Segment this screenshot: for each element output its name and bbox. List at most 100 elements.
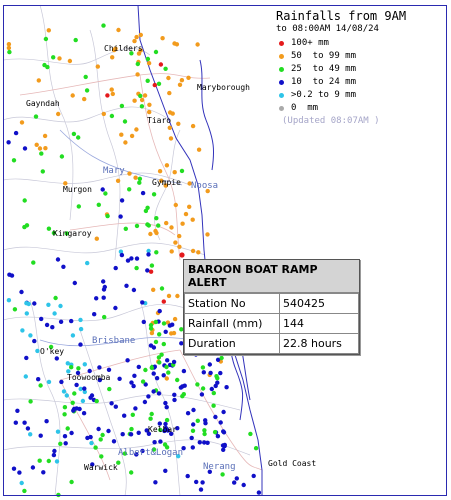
station-dot[interactable] bbox=[163, 329, 168, 334]
station-dot[interactable] bbox=[89, 440, 94, 446]
station-dot[interactable] bbox=[161, 341, 166, 347]
station-dot[interactable] bbox=[57, 56, 62, 61]
station-dot[interactable] bbox=[200, 480, 205, 485]
station-dot[interactable] bbox=[120, 432, 125, 437]
station-dot[interactable] bbox=[146, 248, 151, 254]
station-dot[interactable] bbox=[94, 398, 99, 404]
station-dot[interactable] bbox=[25, 426, 31, 431]
station-dot[interactable] bbox=[12, 307, 18, 312]
station-dot[interactable] bbox=[20, 328, 25, 333]
station-dot[interactable] bbox=[168, 136, 174, 141]
station-dot[interactable] bbox=[46, 302, 51, 307]
station-dot[interactable] bbox=[96, 202, 102, 207]
station-dot[interactable] bbox=[109, 113, 115, 119]
station-dot[interactable] bbox=[157, 169, 163, 174]
station-dot[interactable] bbox=[119, 132, 124, 137]
station-dot[interactable] bbox=[80, 398, 86, 404]
station-dot[interactable] bbox=[181, 446, 186, 451]
station-dot[interactable] bbox=[131, 287, 137, 293]
station-dot[interactable] bbox=[221, 447, 226, 452]
station-dot[interactable] bbox=[141, 319, 146, 325]
station-dot[interactable] bbox=[24, 355, 29, 361]
station-dot[interactable] bbox=[94, 236, 100, 241]
station-dot[interactable] bbox=[59, 379, 64, 385]
station-dot[interactable] bbox=[33, 114, 39, 119]
station-dot[interactable] bbox=[130, 412, 135, 417]
station-dot[interactable] bbox=[69, 318, 74, 324]
station-dot[interactable] bbox=[63, 441, 68, 446]
station-dot[interactable] bbox=[140, 300, 145, 305]
station-dot[interactable] bbox=[105, 213, 110, 219]
station-dot[interactable] bbox=[158, 427, 163, 433]
station-dot[interactable] bbox=[64, 231, 70, 236]
station-dot[interactable] bbox=[175, 377, 180, 383]
station-dot[interactable] bbox=[106, 367, 112, 372]
station-dot[interactable] bbox=[19, 120, 25, 125]
station-dot[interactable] bbox=[94, 296, 99, 301]
station-dot[interactable] bbox=[135, 61, 140, 67]
station-dot[interactable] bbox=[77, 406, 82, 412]
station-dot[interactable] bbox=[111, 439, 117, 444]
station-dot[interactable] bbox=[55, 257, 61, 262]
station-dot[interactable] bbox=[169, 431, 174, 436]
station-dot[interactable] bbox=[163, 183, 168, 188]
station-dot[interactable] bbox=[119, 103, 125, 109]
station-dot[interactable] bbox=[95, 64, 101, 69]
station-dot[interactable] bbox=[134, 452, 139, 457]
station-dot[interactable] bbox=[129, 51, 134, 56]
station-dot[interactable] bbox=[115, 178, 121, 183]
station-dot[interactable] bbox=[97, 365, 102, 370]
station-dot[interactable] bbox=[166, 370, 171, 375]
station-dot[interactable] bbox=[177, 82, 183, 88]
station-dot[interactable] bbox=[129, 256, 134, 261]
station-dot[interactable] bbox=[161, 373, 166, 378]
station-dot[interactable] bbox=[58, 303, 63, 309]
station-dot[interactable] bbox=[140, 448, 145, 454]
station-dot[interactable] bbox=[196, 147, 202, 152]
station-dot[interactable] bbox=[116, 27, 121, 33]
station-dot[interactable] bbox=[96, 426, 101, 432]
station-dot[interactable] bbox=[31, 260, 36, 265]
station-dot[interactable] bbox=[90, 462, 95, 467]
station-dot[interactable] bbox=[129, 426, 134, 432]
station-dot[interactable] bbox=[125, 258, 131, 263]
station-dot[interactable] bbox=[51, 55, 56, 60]
station-dot[interactable] bbox=[125, 358, 130, 363]
station-dot[interactable] bbox=[248, 431, 253, 437]
station-dot[interactable] bbox=[203, 421, 208, 426]
station-dot[interactable] bbox=[103, 191, 108, 196]
station-dot[interactable] bbox=[82, 389, 88, 395]
station-dot[interactable] bbox=[151, 447, 157, 452]
station-dot[interactable] bbox=[7, 272, 12, 277]
station-dot[interactable] bbox=[6, 298, 12, 303]
station-dot[interactable] bbox=[143, 367, 148, 373]
station-dot[interactable] bbox=[164, 445, 170, 450]
station-dot[interactable] bbox=[221, 429, 226, 434]
station-dot[interactable] bbox=[81, 411, 87, 416]
station-dot[interactable] bbox=[224, 385, 229, 390]
station-dot[interactable] bbox=[164, 417, 170, 423]
station-dot[interactable] bbox=[133, 175, 138, 180]
station-dot[interactable] bbox=[54, 459, 60, 464]
station-dot[interactable] bbox=[132, 373, 137, 378]
station-dot[interactable] bbox=[53, 295, 58, 301]
station-dot[interactable] bbox=[164, 220, 169, 226]
station-dot[interactable] bbox=[118, 249, 124, 254]
station-dot[interactable] bbox=[157, 421, 162, 426]
station-dot[interactable] bbox=[214, 374, 219, 379]
station-dot[interactable] bbox=[164, 376, 169, 381]
station-dot[interactable] bbox=[101, 295, 106, 300]
station-dot[interactable] bbox=[181, 368, 187, 374]
station-dot[interactable] bbox=[22, 198, 27, 203]
station-dot[interactable] bbox=[163, 421, 168, 427]
station-dot[interactable] bbox=[208, 370, 213, 376]
station-dot[interactable] bbox=[209, 386, 214, 392]
station-dot[interactable] bbox=[190, 123, 196, 129]
station-dot[interactable] bbox=[83, 74, 88, 80]
station-dot[interactable] bbox=[67, 58, 73, 64]
station-dot[interactable] bbox=[215, 357, 221, 362]
station-dot[interactable] bbox=[123, 226, 128, 231]
station-dot[interactable] bbox=[232, 480, 237, 485]
